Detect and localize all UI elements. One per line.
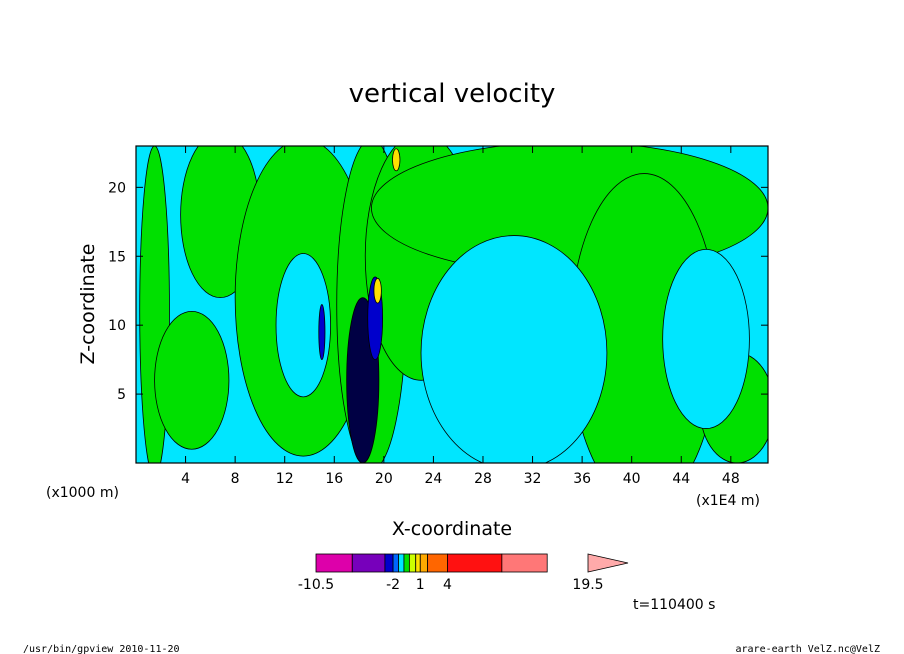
x-tick-label: 24 [424, 471, 442, 487]
y-tick-label: 5 [117, 387, 126, 403]
contour-regions [139, 146, 768, 463]
colorbar-segment [419, 553, 428, 573]
y-tick-label: 20 [108, 180, 126, 196]
colorbar-label: 19.5 [572, 577, 603, 593]
colorbar-segment [351, 553, 386, 573]
colorbar-segment [403, 553, 410, 573]
x-tick-label: 8 [231, 471, 240, 487]
x-tick-label: 32 [524, 471, 542, 487]
colorbar-label: -10.5 [298, 577, 334, 593]
colorbar [315, 553, 629, 573]
x-tick-label: 20 [375, 471, 393, 487]
contour-region-negative [318, 304, 326, 361]
contour-region-positive [154, 310, 230, 450]
colorbar-label: 4 [443, 577, 452, 593]
colorbar-label: -2 [386, 577, 400, 593]
colorbar-extend-arrow [587, 553, 629, 573]
colorbar-segment [392, 553, 399, 573]
colorbar-segment [501, 553, 548, 573]
colorbar-segment [447, 553, 503, 573]
y-tick-label: 10 [108, 318, 126, 334]
contour-region-positive_high [373, 277, 382, 304]
colorbar-segment [427, 553, 448, 573]
contour-region-background [275, 253, 331, 398]
chart-title: vertical velocity [349, 79, 556, 109]
x-tick-label: 28 [474, 471, 492, 487]
colorbar-segment [384, 553, 394, 573]
plot-frame [135, 145, 769, 464]
x-tick-label: 48 [722, 471, 740, 487]
contour-region-background [420, 235, 608, 463]
x-ticks: 4 8 12 16 20 24 28 32 36 40 44 48 [181, 146, 740, 487]
x-tick-label: 44 [672, 471, 690, 487]
x-tick-label: 40 [623, 471, 641, 487]
footer-left: /usr/bin/gpview 2010-11-20 [23, 644, 180, 654]
contour-region-positive_high [392, 148, 401, 172]
x-unit-left: (x1000 m) [46, 485, 119, 501]
x-tick-label: 4 [181, 471, 190, 487]
colorbar-segment [398, 553, 405, 573]
colorbar-label: 1 [416, 577, 425, 593]
colorbar-labels: -10.5 -2 1 4 19.5 [298, 577, 604, 593]
x-tick-label: 36 [573, 471, 591, 487]
x-axis-label: X-coordinate [392, 518, 512, 540]
x-unit-right: (x1E4 m) [696, 493, 760, 509]
x-tick-label: 16 [325, 471, 343, 487]
colorbar-segment [415, 553, 421, 573]
x-tick-label: 12 [276, 471, 294, 487]
y-tick-label: 15 [108, 249, 126, 265]
y-ticks: 5 10 15 20 [108, 180, 768, 403]
footer-right: arare-earth_VelZ.nc@VelZ [736, 644, 881, 654]
colorbar-segment [315, 553, 353, 573]
time-label: t=110400 s [633, 597, 715, 613]
y-axis-label: Z-coordinate [77, 244, 99, 365]
contour-region-background [662, 248, 750, 429]
colorbar-segment [408, 553, 417, 573]
